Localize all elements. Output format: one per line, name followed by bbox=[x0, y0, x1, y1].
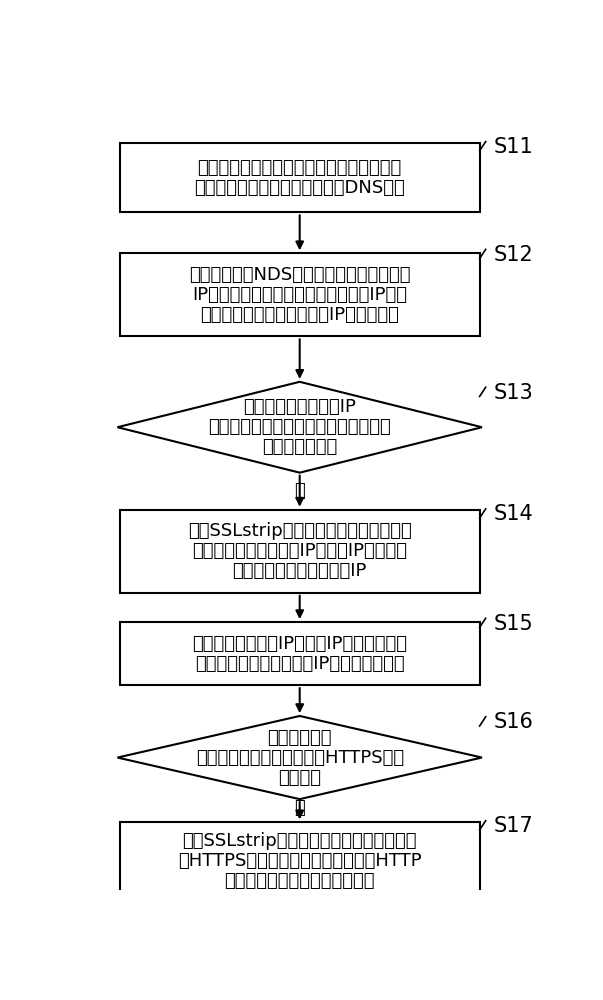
Text: 客户端发送的携带有目标域名的DNS请求: 客户端发送的携带有目标域名的DNS请求 bbox=[194, 179, 405, 197]
Text: 根据获取到的NDS请求和预设的域名与欺骗: 根据获取到的NDS请求和预设的域名与欺骗 bbox=[189, 266, 411, 284]
Text: 的HTTPS访问方式请求转化为相应的HTTP: 的HTTPS访问方式请求转化为相应的HTTP bbox=[178, 852, 421, 870]
Text: 文，并根据预设的欺骗IP与真实IP之间的对: 文，并根据预设的欺骗IP与真实IP之间的对 bbox=[192, 542, 407, 560]
Text: 应关系，获取相应的真实IP: 应关系，获取相应的真实IP bbox=[233, 562, 367, 580]
Text: 采用旁路分光的方式，获取运营商骨干网中: 采用旁路分光的方式，获取运营商骨干网中 bbox=[198, 159, 402, 177]
Polygon shape bbox=[118, 716, 482, 799]
Text: 是: 是 bbox=[294, 482, 305, 500]
Text: 通过SSLstrip审计服务器将反馈信息中包含: 通过SSLstrip审计服务器将反馈信息中包含 bbox=[183, 832, 417, 850]
Text: 访问方式请求，并发送至客户端: 访问方式请求，并发送至客户端 bbox=[224, 872, 375, 890]
FancyBboxPatch shape bbox=[120, 622, 479, 685]
Text: S13: S13 bbox=[494, 383, 534, 403]
Text: 通过SSLstrip审计服务器审计访问数据报: 通过SSLstrip审计服务器审计访问数据报 bbox=[188, 522, 412, 540]
Text: 报文是否为明文: 报文是否为明文 bbox=[262, 438, 337, 456]
Text: 判断目标网站: 判断目标网站 bbox=[268, 729, 332, 747]
Text: 发送的访问数据报文，并判断访问数据: 发送的访问数据报文，并判断访问数据 bbox=[208, 418, 391, 436]
Text: S15: S15 bbox=[494, 614, 534, 634]
Text: S17: S17 bbox=[494, 816, 534, 836]
Text: 解析客户端根据欺骗IP: 解析客户端根据欺骗IP bbox=[243, 398, 356, 416]
Text: 根据获取到的真实IP，采用IP代理方式，将: 根据获取到的真实IP，采用IP代理方式，将 bbox=[192, 635, 407, 653]
Text: S14: S14 bbox=[494, 504, 534, 524]
FancyBboxPatch shape bbox=[120, 510, 479, 593]
FancyBboxPatch shape bbox=[120, 253, 479, 336]
Text: IP之间的对应关系，获取相应地欺骗IP，并: IP之间的对应关系，获取相应地欺骗IP，并 bbox=[192, 286, 407, 304]
Text: S12: S12 bbox=[494, 245, 534, 265]
Text: 发送的反馈信息中是否包含HTTPS访问: 发送的反馈信息中是否包含HTTPS访问 bbox=[195, 749, 404, 767]
Polygon shape bbox=[118, 382, 482, 473]
Text: 向客户端发送携带相应欺骗IP的响应信息: 向客户端发送携带相应欺骗IP的响应信息 bbox=[200, 306, 399, 324]
FancyBboxPatch shape bbox=[120, 822, 479, 899]
Text: 访问数据报文发送至真实IP对应的目标网站: 访问数据报文发送至真实IP对应的目标网站 bbox=[195, 655, 405, 673]
Text: 是: 是 bbox=[294, 799, 305, 817]
Text: S16: S16 bbox=[494, 712, 534, 732]
Text: S11: S11 bbox=[494, 137, 534, 157]
FancyBboxPatch shape bbox=[120, 143, 479, 212]
Text: 方式请求: 方式请求 bbox=[278, 769, 321, 787]
